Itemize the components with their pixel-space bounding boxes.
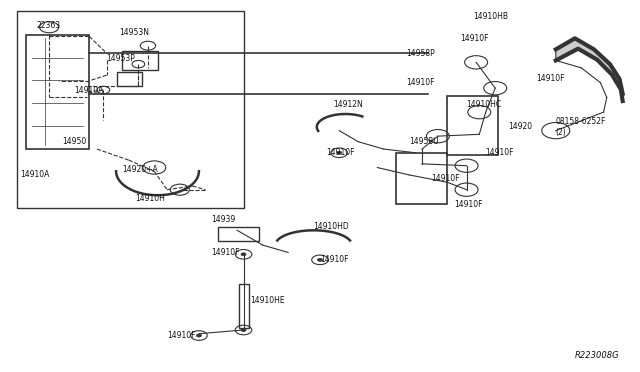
Text: 14953P: 14953P	[106, 54, 136, 63]
Text: 14910A: 14910A	[75, 86, 104, 94]
Text: 14910HB: 14910HB	[473, 12, 508, 21]
Text: 14939: 14939	[212, 215, 236, 224]
Circle shape	[241, 328, 246, 331]
Polygon shape	[556, 38, 623, 101]
Text: 14910F: 14910F	[431, 174, 460, 183]
Text: 14920: 14920	[508, 122, 532, 131]
Text: 14910F: 14910F	[326, 148, 355, 157]
Text: 14920+A: 14920+A	[122, 165, 158, 174]
Text: 14912N: 14912N	[333, 100, 362, 109]
Text: 14910F: 14910F	[537, 74, 565, 83]
Text: 14910F: 14910F	[486, 148, 514, 157]
Text: 14910F: 14910F	[167, 331, 196, 340]
Text: 14910H: 14910H	[135, 195, 165, 203]
Circle shape	[241, 253, 246, 256]
Text: 14958U: 14958U	[409, 137, 439, 146]
Text: 22363: 22363	[36, 21, 61, 30]
Text: 14950: 14950	[62, 137, 86, 146]
Text: 14910HD: 14910HD	[314, 222, 349, 231]
Text: 08158-6252F
(2): 08158-6252F (2)	[556, 117, 606, 137]
Text: 14910F: 14910F	[320, 255, 349, 264]
Text: 14910F: 14910F	[406, 78, 435, 87]
Text: 14910F: 14910F	[460, 34, 489, 43]
Text: 14910F: 14910F	[212, 248, 240, 257]
Text: R223008G: R223008G	[575, 350, 620, 359]
Circle shape	[317, 259, 323, 261]
Text: 14958P: 14958P	[406, 49, 435, 58]
Text: 14953N: 14953N	[119, 28, 149, 37]
Circle shape	[337, 151, 342, 154]
Text: 14910HE: 14910HE	[250, 296, 285, 305]
Text: 14910HC: 14910HC	[467, 100, 502, 109]
Text: 14910F: 14910F	[454, 200, 483, 209]
Circle shape	[196, 334, 202, 337]
Text: 14910A: 14910A	[20, 170, 50, 179]
